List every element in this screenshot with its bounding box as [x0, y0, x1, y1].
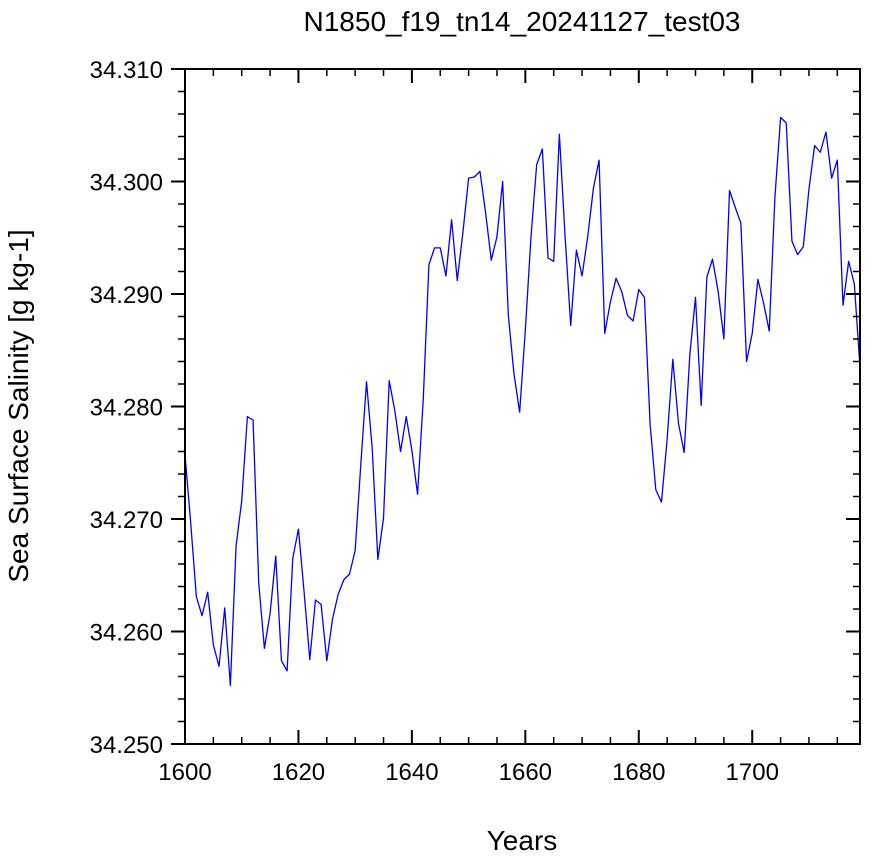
tick-layer — [171, 68, 860, 745]
x-tick-label: 1680 — [612, 759, 665, 786]
series-line-0 — [184, 116, 861, 687]
chart-title: N1850_f19_tn14_20241127_test03 — [304, 6, 741, 37]
x-tick-label: 1620 — [272, 759, 325, 786]
x-tick-label: 1700 — [726, 759, 779, 786]
x-tick-label: 1640 — [385, 759, 438, 786]
y-axis-title: Sea Surface Salinity [g kg-1] — [3, 229, 34, 582]
plot-frame — [184, 68, 861, 745]
y-tick-label: 34.300 — [90, 170, 163, 197]
x-axis-title: Years — [487, 825, 558, 856]
y-tick-label: 34.260 — [90, 620, 163, 647]
y-tick-label: 34.280 — [90, 395, 163, 422]
y-tick-label: 34.250 — [90, 732, 163, 759]
y-tick-label: 34.270 — [90, 507, 163, 534]
x-tick-label: 1600 — [158, 759, 211, 786]
y-tick-label: 34.310 — [90, 57, 163, 84]
plot-layer — [184, 116, 861, 687]
y-tick-label: 34.290 — [90, 282, 163, 309]
tick-label-layer: 1600 1620 1640 1660 1680 1700 34.250 34.260 34.2… — [90, 57, 779, 786]
x-tick-label: 1660 — [499, 759, 552, 786]
